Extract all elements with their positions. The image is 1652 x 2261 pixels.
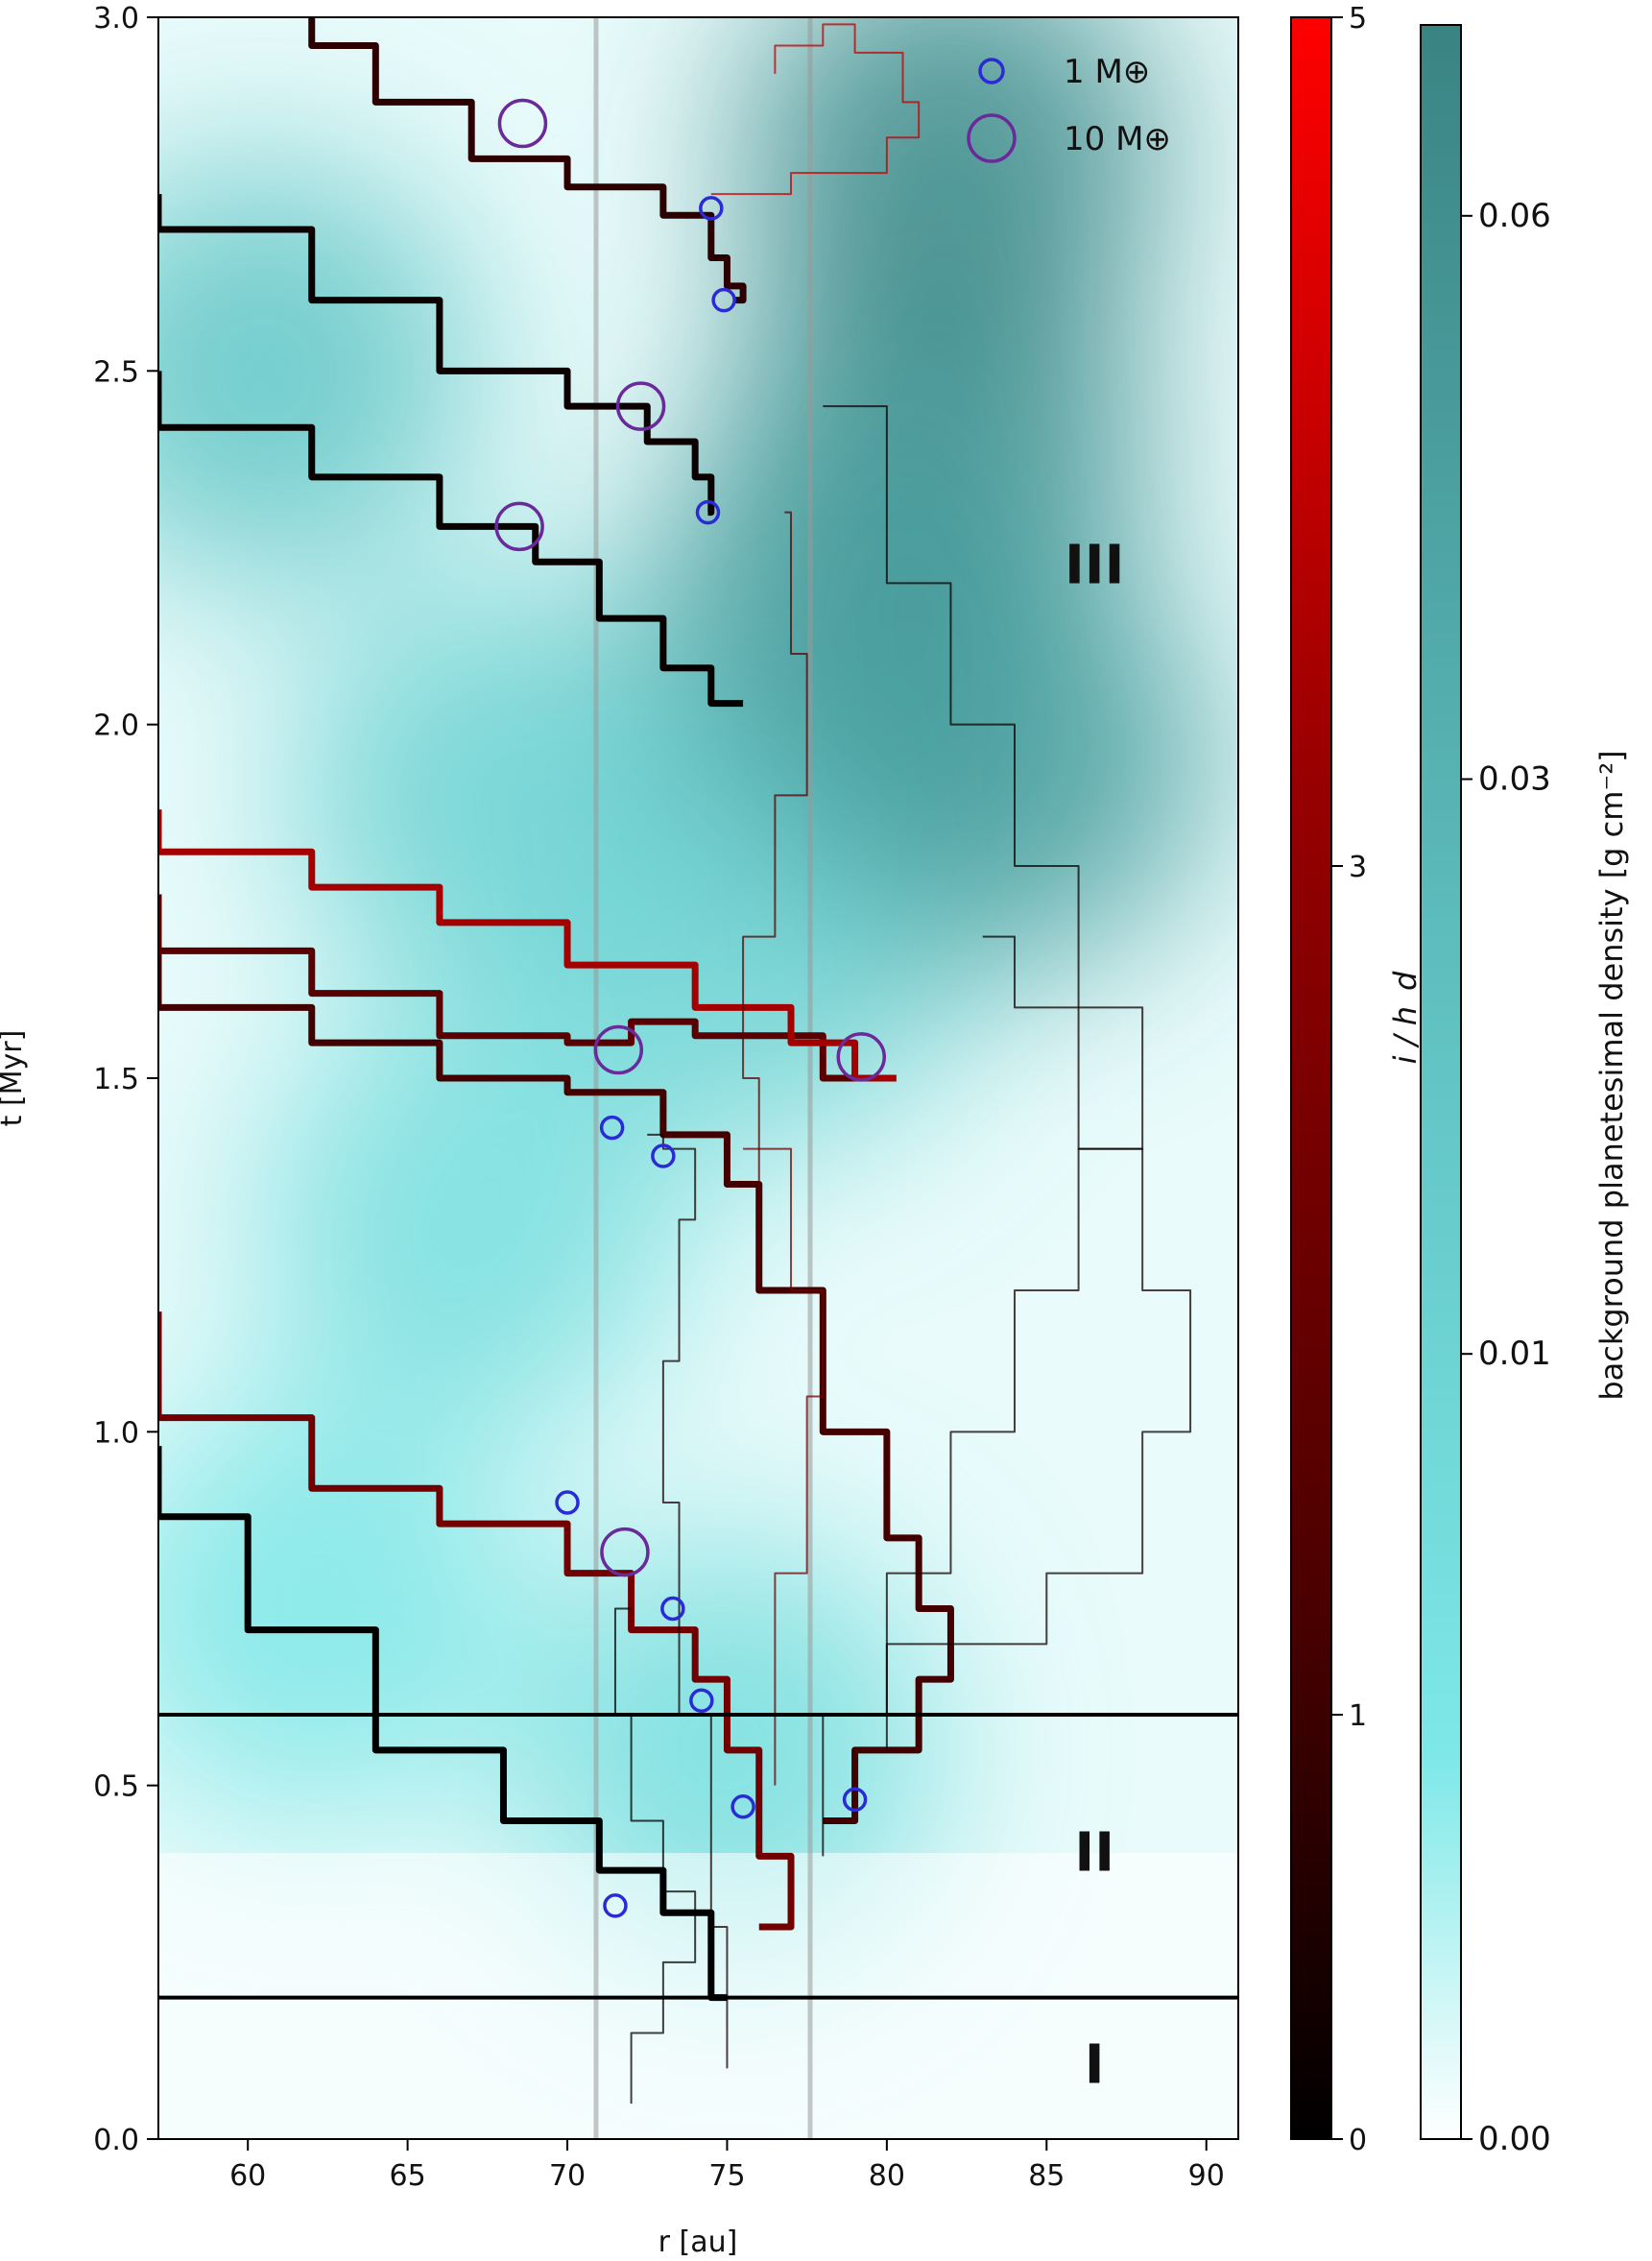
colorbar-inclination-label: i / h_d	[1387, 971, 1424, 1064]
colorbar-inclination-tick-label: 1	[1349, 1699, 1367, 1733]
marker-10-earth-mass	[494, 501, 544, 552]
x-tick-label: 70	[549, 2159, 586, 2193]
mass-markers	[494, 98, 886, 1918]
trajectory-line	[158, 809, 897, 1082]
marker-10-earth-mass	[497, 98, 548, 149]
colorbar-density: 0.00 0.01 0.03 0.06 background planetesimal…	[1420, 24, 1630, 2158]
marker-1-earth-mass	[660, 1596, 685, 1622]
legend-marker-1-earth-mass	[978, 58, 1005, 84]
density-region	[787, 548, 1210, 972]
x-tick-label: 90	[1188, 2159, 1225, 2193]
y-tick-label: 0.0	[93, 2124, 139, 2157]
colorbar-inclination-bar	[1290, 16, 1332, 2140]
y-axis-ticks: 0.0 0.5 1.0 1.5 2.0 2.5 3.0	[93, 2, 158, 2157]
x-tick-label: 85	[1028, 2159, 1065, 2193]
trajectory-line	[158, 1311, 795, 1931]
phase-label: II	[1074, 1821, 1114, 1884]
x-axis-ticks: 60 65 70 75 80 85 90	[229, 2139, 1225, 2193]
colorbar-density-ticks: 0.00 0.01 0.03 0.06	[1461, 197, 1551, 2158]
phase-label: III	[1065, 535, 1125, 597]
marker-1-earth-mass	[689, 1688, 714, 1714]
y-tick-label: 1.0	[93, 1416, 139, 1450]
y-axis-label: t [Myr]	[0, 1030, 29, 1127]
trajectory-line	[743, 1147, 825, 1786]
trajectory-line	[742, 511, 808, 1290]
x-axis-label: r [au]	[658, 2225, 738, 2259]
colorbar-density-tick-label: 0.01	[1478, 1335, 1551, 1373]
trajectory-line	[308, 17, 747, 304]
trajectory-line	[647, 1133, 729, 2069]
marker-10-earth-mass	[836, 1032, 886, 1082]
legend-label-1-earth-mass: 1 M⊕	[1064, 53, 1150, 91]
marker-1-earth-mass	[651, 1143, 676, 1168]
phase-boundaries	[158, 1713, 1238, 2000]
colorbar-density-tick-label: 0.00	[1478, 2120, 1551, 2158]
marker-1-earth-mass	[555, 1490, 580, 1515]
marker-1-earth-mass	[603, 1893, 628, 1918]
marker-10-earth-mass	[600, 1527, 650, 1577]
colorbar-inclination-tick-label: 3	[1349, 851, 1367, 884]
colorbar-density-tick-label: 0.03	[1478, 760, 1551, 799]
colorbar-density-label: background planetesimal density [g cm⁻²]	[1593, 750, 1630, 1400]
marker-1-earth-mass	[711, 287, 736, 313]
trajectory-line	[158, 194, 715, 517]
marker-1-earth-mass	[695, 499, 721, 525]
colorbar-inclination-tick-label: 5	[1349, 2, 1367, 36]
colorbar-inclination-tick-label: 0	[1349, 2124, 1367, 2157]
colorbar-density-bar	[1420, 24, 1462, 2140]
y-tick-label: 2.0	[93, 710, 139, 743]
trajectory-line	[710, 23, 921, 196]
density-region	[739, 17, 1162, 371]
density-region	[260, 1008, 683, 1431]
marker-1-earth-mass	[842, 1787, 868, 1813]
marker-1-earth-mass	[599, 1115, 625, 1141]
legend: 1 M⊕ 10 M⊕	[967, 53, 1171, 163]
legend-label-10-earth-mass: 10 M⊕	[1064, 120, 1171, 158]
trajectory-series	[158, 17, 1192, 2105]
trajectory-line	[885, 935, 1192, 1750]
x-tick-label: 65	[390, 2159, 426, 2193]
marker-10-earth-mass	[593, 1024, 644, 1075]
x-tick-label: 80	[869, 2159, 905, 2193]
marker-1-earth-mass	[730, 1794, 755, 1819]
y-tick-label: 2.5	[93, 355, 139, 389]
y-tick-label: 1.5	[93, 1063, 139, 1096]
colorbar-inclination-ticks: 0 1 3 5	[1331, 2, 1367, 2157]
marker-10-earth-mass	[615, 381, 666, 431]
trajectory-line	[158, 894, 887, 1082]
trajectory-line	[158, 371, 744, 708]
y-tick-label: 0.5	[93, 1770, 139, 1804]
phase-label: I	[1085, 2033, 1105, 2096]
marker-1-earth-mass	[699, 196, 724, 221]
x-tick-label: 75	[708, 2159, 745, 2193]
x-tick-label: 60	[229, 2159, 266, 2193]
colorbar-density-tick-label: 0.06	[1478, 197, 1551, 235]
reference-lines	[593, 17, 813, 2139]
legend-marker-10-earth-mass	[967, 113, 1017, 163]
colorbar-inclination: 0 1 3 5 i / h_d	[1290, 2, 1424, 2157]
y-tick-label: 3.0	[93, 2, 139, 36]
